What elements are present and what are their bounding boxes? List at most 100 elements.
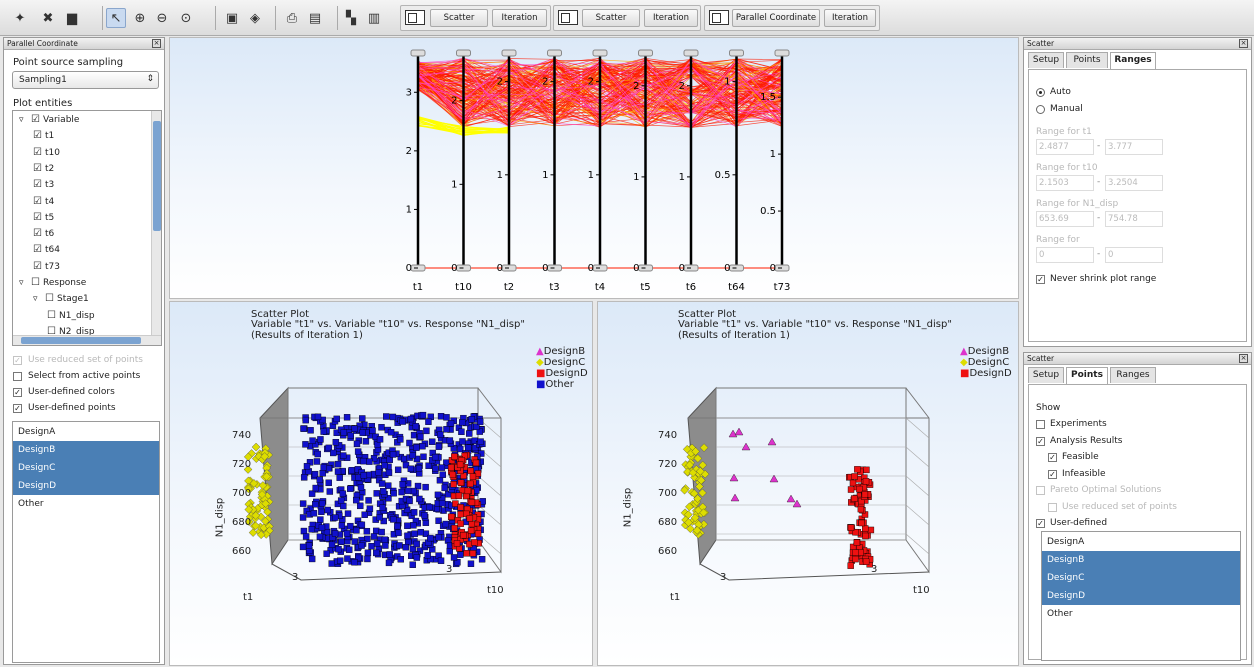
iteration-button-2[interactable]: Iteration	[644, 9, 698, 27]
design-group-item[interactable]: DesignA	[1047, 537, 1085, 547]
expand-arrow-icon[interactable]: ▿	[19, 115, 24, 125]
tree-item[interactable]: ☑ t64	[33, 244, 60, 258]
option-checkbox[interactable]: ✓	[13, 356, 22, 365]
scrollbar-thumb[interactable]	[153, 121, 161, 231]
open-folder-icon[interactable]: ▆	[67, 10, 77, 26]
tab-setup[interactable]: Setup	[1028, 367, 1064, 383]
design-group-item[interactable]: Other	[1047, 609, 1073, 619]
range-min-input[interactable]: 653.69	[1036, 211, 1094, 227]
design-group-item[interactable]: DesignC	[13, 459, 159, 477]
checked-box-icon[interactable]: ☑	[33, 179, 42, 191]
tree-item[interactable]: ☑ t10	[33, 147, 60, 161]
tree-hscrollbar[interactable]	[13, 335, 161, 345]
tree-item[interactable]: ▿ ☑ Variable	[19, 114, 79, 128]
show-option-checkbox[interactable]: ✓	[1036, 436, 1045, 446]
tree-item[interactable]: ☑ t3	[33, 179, 54, 193]
checked-box-icon[interactable]: ☑	[33, 195, 42, 207]
tree-item[interactable]: ▿ ☐ Response	[19, 277, 86, 291]
hscrollbar-thumb[interactable]	[21, 337, 141, 344]
parallel-window-icon[interactable]	[709, 10, 729, 25]
iteration-button-3[interactable]: Iteration	[824, 9, 876, 27]
export-icon[interactable]: ▤	[308, 10, 322, 26]
close-icon[interactable]: ×	[1239, 354, 1248, 363]
layout-icon[interactable]: ▚	[346, 10, 356, 26]
show-option-checkbox[interactable]: ✓	[1048, 469, 1057, 479]
expand-arrow-icon[interactable]: ▿	[19, 278, 24, 288]
unchecked-box-icon[interactable]: ☐	[47, 325, 56, 337]
show-option-checkbox[interactable]: ✓	[1048, 453, 1057, 462]
checked-box-icon[interactable]: ☑	[33, 162, 42, 174]
manual-radio[interactable]	[1036, 105, 1045, 114]
fit-icon[interactable]: ▣	[225, 10, 239, 26]
fit-all-icon[interactable]: ◈	[250, 10, 260, 26]
show-option-checkbox[interactable]	[1036, 420, 1045, 429]
unchecked-box-icon[interactable]: ☐	[31, 277, 40, 288]
design-group-item[interactable]: DesignC	[1042, 569, 1240, 587]
tree-item[interactable]: ☑ t1	[33, 130, 54, 144]
scatter-button-2[interactable]: Scatter	[582, 9, 640, 27]
parallel-coordinate-button[interactable]: Parallel Coordinate	[732, 9, 820, 27]
range-max-input[interactable]: 754.78	[1105, 211, 1163, 227]
scatter-window-icon[interactable]	[558, 10, 578, 25]
tree-item[interactable]: ☐ N2_disp	[47, 326, 95, 340]
pointer-icon[interactable]: ↖	[106, 8, 126, 28]
tree-item[interactable]: ▿ ☐ Stage1	[33, 293, 89, 307]
option-checkbox[interactable]: ✓	[13, 404, 22, 413]
checked-box-icon[interactable]: ☑	[33, 244, 42, 256]
design-group-item[interactable]: DesignB	[1042, 551, 1240, 569]
print-icon[interactable]: ⎙	[286, 10, 298, 26]
design-group-item[interactable]: Other	[18, 499, 44, 509]
checked-box-icon[interactable]: ☑	[31, 114, 40, 125]
checked-box-icon[interactable]: ☑	[33, 130, 42, 142]
show-option-checkbox[interactable]	[1036, 486, 1045, 495]
source-select[interactable]: Sampling1 ⇕	[12, 71, 159, 89]
option-checkbox[interactable]: ✓	[13, 388, 22, 397]
x-tick: 3	[720, 572, 727, 583]
iteration-button-1[interactable]: Iteration	[492, 9, 547, 27]
tree-item[interactable]: ☑ t4	[33, 196, 54, 210]
checked-box-icon[interactable]: ☑	[33, 228, 42, 240]
tree-item[interactable]: ☑ t2	[33, 163, 54, 177]
range-max-input[interactable]: 3.777	[1105, 139, 1163, 155]
tree-item[interactable]: ☑ t73	[33, 261, 60, 275]
close-icon[interactable]: ×	[1239, 39, 1248, 48]
auto-radio[interactable]	[1036, 88, 1045, 97]
tab-points[interactable]: Points	[1066, 52, 1108, 68]
tab-ranges[interactable]: Ranges	[1110, 52, 1156, 69]
range-max-input[interactable]: 3.2504	[1105, 175, 1163, 191]
tree-item[interactable]: ☑ t6	[33, 228, 54, 242]
range-min-input[interactable]: 2.4877	[1036, 139, 1094, 155]
tab-ranges[interactable]: Ranges	[1110, 367, 1156, 383]
show-option-checkbox[interactable]: ✓	[1036, 519, 1045, 528]
tab-points[interactable]: Points	[1066, 367, 1108, 384]
design-group-item[interactable]: DesignD	[13, 477, 159, 495]
checked-box-icon[interactable]: ☑	[33, 146, 42, 158]
close-icon[interactable]: ×	[152, 39, 161, 48]
zoom-in-icon[interactable]: ⊕	[134, 10, 146, 26]
tab-setup[interactable]: Setup	[1028, 52, 1064, 68]
design-group-item[interactable]: DesignD	[1042, 587, 1240, 605]
never-shrink-checkbox[interactable]: ✓	[1036, 275, 1045, 284]
checked-box-icon[interactable]: ☑	[33, 260, 42, 272]
delete-plot-icon[interactable]: ✖	[42, 10, 54, 26]
tree-scrollbar[interactable]	[151, 111, 161, 337]
checked-box-icon[interactable]: ☑	[33, 211, 42, 223]
scatter-button-1[interactable]: Scatter	[430, 9, 488, 27]
zoom-out-icon[interactable]: ⊖	[156, 10, 168, 26]
expand-arrow-icon[interactable]: ▿	[33, 294, 38, 305]
tree-item[interactable]: ☑ t5	[33, 212, 54, 226]
design-group-item[interactable]: DesignB	[13, 441, 159, 459]
design-group-item[interactable]: DesignA	[18, 427, 56, 437]
unchecked-box-icon[interactable]: ☐	[47, 309, 56, 321]
new-plot-icon[interactable]: ✦	[14, 10, 26, 26]
tree-item[interactable]: ☐ N1_disp	[47, 310, 95, 324]
scatter-window-icon[interactable]	[405, 10, 425, 25]
show-option-checkbox[interactable]	[1048, 502, 1057, 512]
range-min-input[interactable]: 0	[1036, 247, 1094, 263]
option-checkbox[interactable]	[13, 372, 22, 381]
columns-icon[interactable]: ▥	[367, 10, 381, 26]
zoom-reset-icon[interactable]: ⊙	[180, 10, 192, 26]
range-min-input[interactable]: 2.1503	[1036, 175, 1094, 191]
range-max-input[interactable]: 0	[1105, 247, 1163, 263]
unchecked-box-icon[interactable]: ☐	[45, 293, 54, 305]
